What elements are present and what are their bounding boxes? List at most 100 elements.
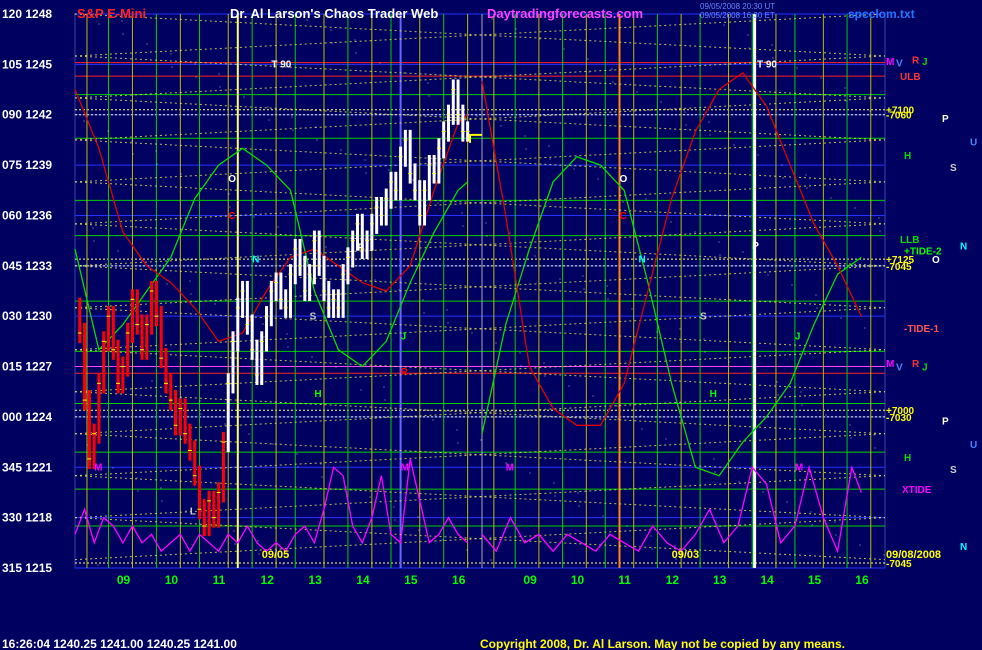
bg-dot [651, 548, 653, 550]
x-tick-label-right: 12 [666, 573, 680, 587]
y-tick-label: 045 1233 [2, 259, 52, 273]
bg-dot [714, 471, 716, 473]
y-tick-label: 315 1215 [2, 561, 52, 575]
bg-dot [277, 226, 279, 228]
bg-dot [325, 246, 327, 248]
bg-dot [267, 106, 269, 108]
date-label: 09/08/2008 [886, 549, 941, 561]
y-tick-label: 105 1245 [2, 57, 52, 71]
bg-dot [408, 409, 410, 411]
plot-label: T 90 [757, 60, 777, 71]
bg-dot [132, 153, 134, 155]
right-axis-label: H [904, 151, 911, 162]
right-axis-label: ULB [900, 72, 921, 83]
bg-dot [771, 44, 773, 46]
bg-dot [636, 91, 638, 93]
bg-dot [713, 458, 715, 460]
bg-dot [393, 506, 395, 508]
right-axis-label: J [922, 57, 928, 68]
date-left: 09/05 [262, 549, 290, 561]
right-axis-label: -7030 [886, 413, 912, 424]
quote-line: 16:26:04 1240.25 1241.00 1240.25 1241.00 [2, 637, 237, 650]
bg-dot [297, 466, 299, 468]
x-tick-label-left: 16 [452, 573, 466, 587]
bg-dot [665, 438, 667, 440]
bg-dot [476, 115, 478, 117]
plot-label: M [401, 463, 409, 474]
diagonal-line [74, 517, 886, 561]
bg-dot [660, 101, 662, 103]
right-axis-label: -7060 [886, 111, 912, 122]
bg-dot [699, 14, 701, 16]
bg-dot [383, 386, 385, 388]
y-tick-label: 120 1248 [2, 7, 52, 21]
bg-dot [514, 15, 516, 17]
y-tick-label: 075 1239 [2, 158, 52, 172]
bg-dot [612, 81, 614, 83]
right-axis-label: P [942, 416, 949, 427]
bg-dot [573, 168, 575, 170]
right-axis-label: R [912, 55, 920, 66]
bg-dot [694, 231, 696, 233]
bg-dot [719, 254, 721, 256]
bg-dot [117, 250, 119, 252]
site-link[interactable]: Daytradingforecasts.com [487, 6, 643, 21]
bg-dot [650, 535, 652, 537]
bg-dot [670, 221, 672, 223]
bg-dot [767, 274, 769, 276]
bg-dot [684, 111, 686, 113]
file-name: spcclom.txt [848, 7, 915, 21]
bg-dot [685, 124, 687, 126]
right-axis-label: -7045 [886, 262, 912, 273]
plot-label: O [619, 174, 627, 185]
diagonal-line [74, 139, 886, 183]
diagonal-line [74, 349, 886, 393]
bg-dot [830, 197, 832, 199]
x-tick-label-right: 09 [523, 573, 537, 587]
bg-dot [457, 442, 459, 444]
diagonal-line [74, 13, 886, 57]
bg-dot [509, 232, 511, 234]
bg-dot [737, 468, 739, 470]
bg-dot [437, 202, 439, 204]
bg-dot [466, 549, 468, 551]
plot-label: M [795, 463, 803, 474]
bg-dot [447, 322, 449, 324]
right-axis-label: U [970, 138, 977, 149]
bg-dot [146, 43, 148, 45]
bg-dot [868, 97, 870, 99]
bg-dot [195, 76, 197, 78]
bg-dot [592, 395, 594, 397]
bg-dot [645, 198, 647, 200]
bg-dot [543, 362, 545, 364]
bg-dot [315, 126, 317, 128]
bg-dot [747, 34, 749, 36]
bg-dot [311, 356, 313, 358]
bg-dot [723, 24, 725, 26]
right-axis-label: P [942, 114, 949, 125]
bg-dot [840, 317, 842, 319]
bg-dot [354, 39, 356, 41]
bg-dot [427, 82, 429, 84]
curve-right-green [481, 155, 862, 477]
bg-dot [534, 255, 536, 257]
x-tick-label-right: 13 [713, 573, 727, 587]
bg-dot [74, 13, 76, 15]
bg-dot [786, 501, 788, 503]
bg-dot [883, 554, 885, 556]
bg-dot [544, 375, 546, 377]
bg-dot [606, 285, 608, 287]
bg-dot [791, 284, 793, 286]
right-axis-label: S [950, 163, 957, 174]
bg-dot [166, 283, 168, 285]
bg-dot [525, 148, 527, 150]
bg-dot [252, 203, 254, 205]
bg-dot [617, 418, 619, 420]
bg-dot [200, 413, 202, 415]
right-axis-label: N [960, 542, 967, 553]
bg-dot [820, 77, 822, 79]
plot-label: P [358, 243, 365, 254]
bg-dot [845, 100, 847, 102]
bg-dot [762, 491, 764, 493]
